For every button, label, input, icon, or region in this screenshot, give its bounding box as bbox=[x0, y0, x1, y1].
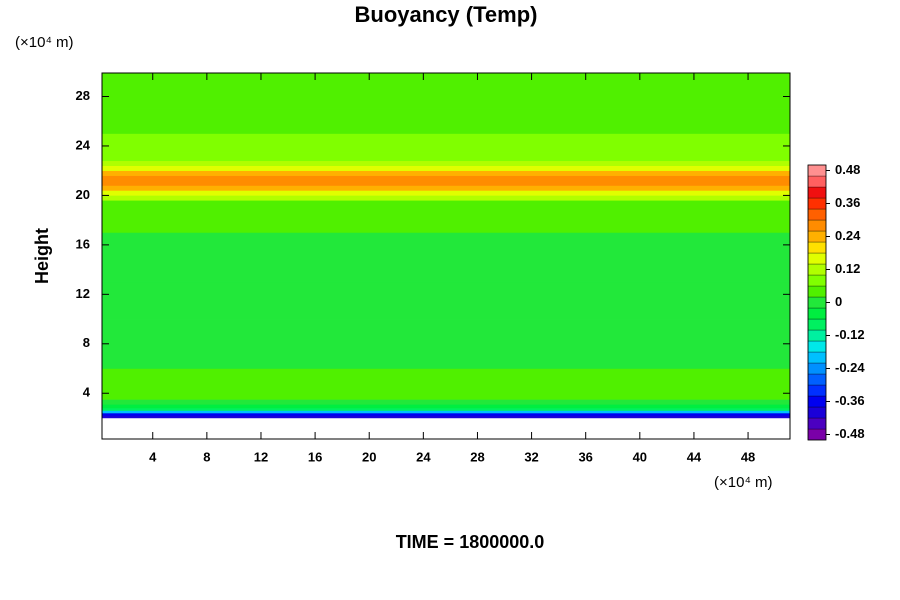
x-tick-label: 48 bbox=[741, 449, 755, 464]
heat-band bbox=[101, 185, 791, 191]
x-tick-label: 28 bbox=[470, 449, 484, 464]
y-tick-label: 20 bbox=[76, 187, 90, 202]
x-tick-label: 40 bbox=[633, 449, 647, 464]
heat-band bbox=[101, 170, 791, 176]
heat-band bbox=[101, 175, 791, 186]
y-tick-label: 12 bbox=[76, 286, 90, 301]
colorbar-swatch bbox=[807, 384, 827, 397]
heat-band bbox=[101, 412, 791, 416]
colorbar-swatch bbox=[807, 351, 827, 364]
x-tick-label: 24 bbox=[416, 449, 431, 464]
heat-band bbox=[101, 318, 791, 369]
colorbar-tick-label: 0.24 bbox=[835, 228, 861, 243]
heat-band bbox=[101, 410, 791, 414]
colorbar-swatch bbox=[807, 175, 827, 188]
heat-band bbox=[101, 415, 791, 419]
heat-band bbox=[101, 195, 791, 201]
colorbar-tick-label: -0.48 bbox=[835, 426, 865, 441]
heat-band bbox=[101, 165, 791, 171]
colorbar-swatch bbox=[807, 230, 827, 243]
colorbar-swatch bbox=[807, 241, 827, 254]
x-tick-label: 36 bbox=[578, 449, 592, 464]
colorbar-swatch bbox=[807, 428, 827, 441]
colorbar-swatch bbox=[807, 406, 827, 419]
x-tick-label: 12 bbox=[254, 449, 268, 464]
colorbar-swatch bbox=[807, 197, 827, 210]
y-tick-label: 8 bbox=[83, 335, 90, 350]
colorbar-swatch bbox=[807, 340, 827, 353]
chart-title: Buoyancy (Temp) bbox=[355, 2, 538, 27]
colorbar-swatch bbox=[807, 296, 827, 309]
colorbar-tick-label: -0.24 bbox=[835, 360, 865, 375]
y-axis-label: Height bbox=[32, 228, 52, 284]
heat-band bbox=[101, 399, 791, 405]
colorbar-tick-label: 0.48 bbox=[835, 162, 860, 177]
colorbar-swatch bbox=[807, 208, 827, 221]
colorbar-swatch bbox=[807, 285, 827, 298]
heat-band bbox=[101, 404, 791, 409]
heat-band bbox=[101, 108, 791, 134]
x-tick-label: 44 bbox=[687, 449, 702, 464]
x-unit: (×10⁴ m) bbox=[714, 474, 773, 491]
colorbar-tick-label: 0 bbox=[835, 294, 842, 309]
heat-band bbox=[101, 190, 791, 196]
x-tick-label: 4 bbox=[149, 449, 157, 464]
y-tick-label: 4 bbox=[83, 385, 91, 400]
heat-band bbox=[101, 368, 791, 400]
colorbar-swatch bbox=[807, 252, 827, 265]
colorbar-swatch bbox=[807, 329, 827, 342]
heat-band bbox=[101, 151, 791, 162]
colorbar-swatch bbox=[807, 318, 827, 331]
heat-band bbox=[101, 281, 791, 320]
colorbar-swatch bbox=[807, 219, 827, 232]
colorbar-swatch bbox=[807, 362, 827, 375]
x-tick-label: 20 bbox=[362, 449, 376, 464]
colorbar-tick-label: -0.12 bbox=[835, 327, 865, 342]
colorbar-swatch bbox=[807, 307, 827, 320]
x-tick-label: 8 bbox=[203, 449, 210, 464]
colorbar-tick-label: 0.36 bbox=[835, 195, 860, 210]
colorbar-swatch bbox=[807, 395, 827, 408]
heat-band bbox=[101, 200, 791, 233]
plot-frame bbox=[101, 72, 791, 440]
x-tick-label: 32 bbox=[524, 449, 538, 464]
colorbar-swatch bbox=[807, 373, 827, 386]
y-tick-label: 16 bbox=[76, 236, 90, 251]
y-tick-label: 24 bbox=[76, 137, 91, 152]
colorbar-swatch bbox=[807, 186, 827, 199]
heat-band bbox=[101, 407, 791, 411]
heat-band bbox=[101, 160, 791, 166]
colorbar-tick-label: -0.36 bbox=[835, 393, 865, 408]
heat-band bbox=[101, 72, 791, 110]
x-tick-label: 16 bbox=[308, 449, 322, 464]
colorbar-swatch bbox=[807, 164, 827, 177]
colorbar-swatch bbox=[807, 417, 827, 430]
heat-band bbox=[101, 133, 791, 153]
y-unit: (×10⁴ m) bbox=[15, 34, 74, 51]
y-tick-label: 28 bbox=[76, 88, 90, 103]
colorbar-swatch bbox=[807, 263, 827, 276]
colorbar-swatch bbox=[807, 274, 827, 287]
footer: TIME = 1800000.0 bbox=[396, 532, 545, 552]
heat-band bbox=[101, 232, 791, 283]
colorbar-tick-label: 0.12 bbox=[835, 261, 860, 276]
